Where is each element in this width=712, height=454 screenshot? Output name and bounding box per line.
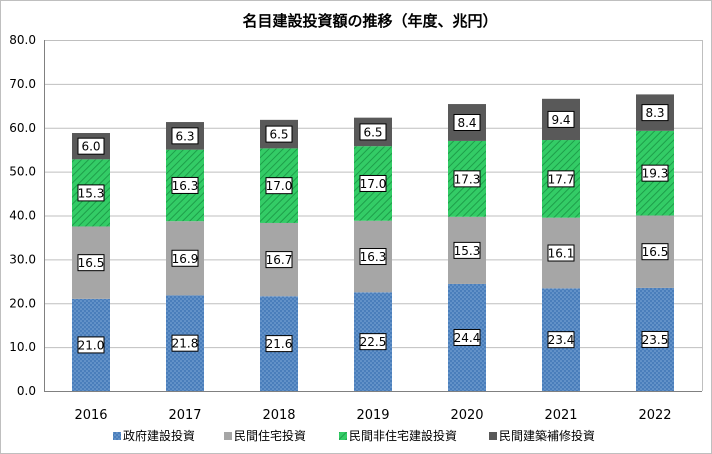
data-label: 16.7 — [266, 253, 293, 267]
y-axis: 0.0 10.0 20.0 30.0 40.0 50.0 60.0 70.0 80.0 — [9, 33, 36, 398]
data-label: 23.5 — [642, 333, 669, 347]
data-label: 16.3 — [360, 250, 387, 264]
legend-label: 民間建築補修投資 — [499, 428, 595, 443]
data-label-box — [171, 334, 199, 352]
data-label: 9.4 — [551, 113, 570, 127]
x-tick-label: 2022 — [638, 408, 671, 423]
x-axis: 2016 2017 2018 2019 2020 2021 2022 — [74, 408, 671, 423]
data-label-box — [265, 335, 293, 353]
data-label: 6.3 — [175, 129, 194, 143]
data-label: 6.0 — [81, 140, 100, 154]
x-tick-label: 2019 — [356, 408, 389, 423]
data-label-box — [547, 110, 575, 128]
data-label-box — [453, 328, 481, 346]
y-tick-label: 50.0 — [9, 165, 36, 179]
data-label: 16.5 — [78, 256, 105, 270]
legend: 政府建設投資 民間住宅投資 民間非住宅建設投資 民間建築補修投資 — [113, 428, 595, 443]
legend-marker — [224, 432, 232, 440]
data-label: 17.0 — [360, 177, 387, 191]
data-label-box — [641, 330, 669, 348]
data-label: 16.1 — [548, 247, 575, 261]
data-label-box — [77, 137, 105, 155]
x-tick-label: 2018 — [262, 408, 295, 423]
data-label-box — [171, 176, 199, 194]
data-label: 22.5 — [360, 335, 387, 349]
data-label-box — [453, 241, 481, 259]
data-labels: 21.0 16.5 15.3 6.0 21.8 16.9 16.3 6.3 21.6 16.7 17… — [77, 104, 669, 354]
data-label-box — [641, 104, 669, 122]
data-label-box — [641, 164, 669, 182]
data-label: 15.3 — [78, 186, 105, 200]
data-label: 16.9 — [172, 252, 199, 266]
x-tick-label: 2020 — [450, 408, 483, 423]
legend-marker — [489, 432, 497, 440]
data-label-box — [453, 113, 481, 131]
data-label-box — [359, 333, 387, 351]
gridlines — [44, 40, 703, 392]
legend-marker — [113, 432, 121, 440]
y-tick-label: 30.0 — [9, 252, 36, 266]
data-label-box — [265, 251, 293, 269]
data-label: 8.3 — [645, 106, 664, 120]
data-label-box — [359, 248, 387, 266]
data-label: 23.4 — [548, 333, 575, 347]
data-label: 24.4 — [454, 331, 481, 345]
data-label: 6.5 — [269, 128, 288, 142]
y-tick-label: 60.0 — [9, 121, 36, 135]
data-label: 16.3 — [172, 179, 199, 193]
legend-label: 民間非住宅建設投資 — [349, 428, 457, 443]
data-label-box — [547, 244, 575, 262]
data-label-box — [453, 170, 481, 188]
data-label: 17.7 — [548, 172, 575, 186]
data-label-box — [171, 249, 199, 267]
data-label-box — [547, 331, 575, 349]
data-label: 17.3 — [454, 172, 481, 186]
data-label-box — [359, 174, 387, 192]
y-tick-label: 10.0 — [9, 340, 36, 354]
chart-title: 名目建設投資額の推移（年度、兆円） — [242, 12, 497, 30]
data-label-box — [77, 254, 105, 272]
legend-label: 民間住宅投資 — [234, 428, 306, 443]
legend-label: 政府建設投資 — [123, 428, 195, 443]
data-label-box — [265, 125, 293, 143]
legend-marker — [339, 432, 347, 440]
data-label: 6.5 — [363, 125, 382, 139]
data-label: 15.3 — [454, 244, 481, 258]
data-label: 21.6 — [266, 337, 293, 351]
x-tick-label: 2021 — [544, 408, 577, 423]
data-label-box — [359, 123, 387, 141]
data-label-box — [171, 127, 199, 145]
data-label: 21.8 — [172, 337, 199, 351]
data-label: 19.3 — [642, 167, 669, 181]
y-tick-label: 20.0 — [9, 296, 36, 310]
data-label-box — [547, 170, 575, 188]
data-label: 17.0 — [266, 179, 293, 193]
x-tick-label: 2017 — [168, 408, 201, 423]
y-tick-label: 70.0 — [9, 77, 36, 91]
data-label: 8.4 — [457, 116, 476, 130]
data-label: 21.0 — [78, 338, 105, 352]
data-label-box — [641, 243, 669, 261]
data-label-box — [265, 177, 293, 195]
y-tick-label: 80.0 — [9, 33, 36, 47]
y-tick-label: 40.0 — [9, 209, 36, 223]
data-label-box — [77, 336, 105, 354]
y-tick-label: 0.0 — [17, 384, 36, 398]
data-label-box — [77, 184, 105, 202]
data-label: 16.5 — [642, 245, 669, 259]
x-tick-label: 2016 — [74, 408, 107, 423]
